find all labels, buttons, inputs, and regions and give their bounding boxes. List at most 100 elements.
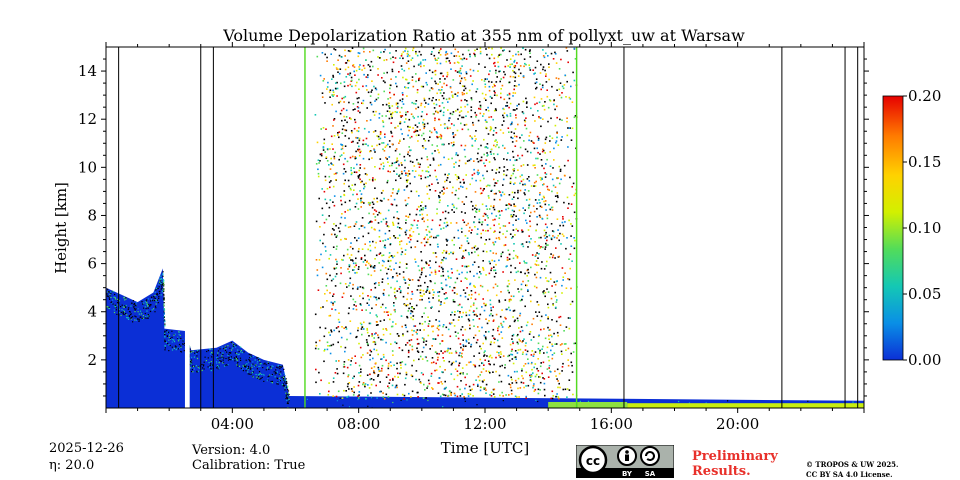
noise-pixel — [485, 389, 487, 391]
noise-pixel — [490, 102, 492, 105]
noise-pixel — [555, 320, 558, 323]
noise-pixel — [544, 394, 546, 397]
noise-pixel — [414, 103, 417, 105]
cloud-edge-speckle — [279, 377, 281, 379]
noise-pixel — [511, 348, 513, 351]
noise-pixel — [430, 87, 433, 89]
noise-pixel — [507, 289, 509, 292]
noise-pixel — [479, 271, 481, 273]
noise-pixel — [344, 283, 347, 285]
cloud-edge-speckle — [808, 413, 809, 414]
noise-pixel — [407, 53, 410, 56]
noise-pixel — [454, 134, 457, 136]
noise-pixel — [552, 304, 554, 306]
noise-pixel — [337, 390, 340, 393]
noise-pixel — [335, 258, 337, 261]
noise-pixel — [512, 224, 514, 226]
noise-pixel — [391, 384, 394, 387]
noise-pixel — [416, 240, 419, 242]
cloud-edge-speckle — [242, 365, 244, 367]
noise-pixel — [461, 128, 464, 131]
noise-pixel — [494, 338, 496, 340]
noise-pixel — [439, 304, 442, 306]
noise-pixel — [567, 146, 569, 148]
noise-pixel — [406, 243, 408, 245]
noise-pixel — [485, 337, 487, 340]
noise-pixel — [470, 232, 472, 234]
cloud-edge-speckle — [145, 303, 147, 305]
noise-pixel — [422, 373, 424, 376]
noise-pixel — [460, 247, 462, 249]
cloud-edge-speckle — [252, 356, 255, 358]
cloud-edge-speckle — [235, 355, 237, 358]
noise-pixel — [486, 170, 488, 173]
noise-pixel — [413, 131, 415, 133]
noise-pixel — [506, 256, 509, 259]
noise-pixel — [339, 68, 342, 70]
noise-pixel — [547, 244, 549, 246]
noise-pixel — [498, 352, 500, 354]
noise-pixel — [347, 73, 349, 75]
noise-pixel — [501, 309, 503, 311]
noise-pixel — [472, 263, 474, 266]
noise-pixel — [524, 363, 527, 365]
cloud-edge-speckle — [167, 342, 169, 345]
cloud-edge-speckle — [141, 312, 143, 314]
noise-pixel — [419, 381, 422, 383]
noise-pixel — [427, 316, 429, 318]
noise-pixel — [475, 313, 477, 316]
noise-pixel — [532, 336, 535, 338]
noise-pixel — [393, 304, 395, 307]
noise-pixel — [418, 166, 421, 168]
noise-pixel — [441, 190, 443, 192]
noise-pixel — [329, 352, 332, 355]
noise-pixel — [469, 183, 471, 186]
noise-pixel — [485, 239, 487, 241]
noise-pixel — [347, 66, 350, 69]
noise-pixel — [510, 271, 512, 274]
noise-pixel — [458, 316, 460, 318]
noise-pixel — [566, 196, 569, 199]
noise-pixel — [447, 328, 450, 331]
cloud-edge-speckle — [163, 297, 165, 299]
noise-pixel — [562, 218, 564, 220]
noise-pixel — [561, 136, 563, 138]
noise-pixel — [493, 178, 495, 181]
noise-pixel — [455, 153, 457, 156]
noise-pixel — [434, 80, 436, 83]
cloud-edge-speckle — [252, 361, 254, 363]
noise-pixel — [416, 347, 418, 350]
noise-pixel — [444, 173, 446, 176]
noise-pixel — [547, 280, 550, 283]
noise-pixel — [405, 373, 408, 376]
x-tick-label: 04:00 — [211, 415, 254, 433]
noise-pixel — [404, 249, 407, 251]
cloud-edge-speckle — [230, 341, 232, 344]
noise-pixel — [417, 342, 420, 345]
noise-pixel — [517, 349, 520, 351]
noise-pixel — [365, 309, 367, 311]
noise-pixel — [368, 178, 371, 181]
noise-pixel — [465, 162, 467, 165]
noise-pixel — [526, 284, 528, 287]
noise-pixel — [553, 103, 555, 106]
cloud-edge-speckle — [254, 365, 256, 367]
cloud-edge-speckle — [130, 305, 132, 307]
cloud-edge-speckle — [258, 357, 260, 359]
cloud-edge-speckle — [154, 305, 157, 307]
noise-pixel — [537, 392, 540, 395]
noise-pixel — [446, 127, 449, 130]
noise-pixel — [375, 324, 378, 326]
cloud-edge-speckle — [251, 372, 254, 374]
noise-pixel — [525, 117, 527, 119]
noise-pixel — [567, 207, 569, 209]
noise-pixel — [519, 312, 522, 315]
cloud-edge-speckle — [285, 378, 287, 380]
cloud-edge-speckle — [158, 283, 160, 285]
noise-pixel — [473, 325, 475, 327]
noise-pixel — [357, 101, 359, 104]
noise-pixel — [455, 258, 458, 260]
noise-pixel — [340, 148, 343, 151]
noise-pixel — [556, 299, 558, 301]
noise-pixel — [478, 221, 480, 224]
